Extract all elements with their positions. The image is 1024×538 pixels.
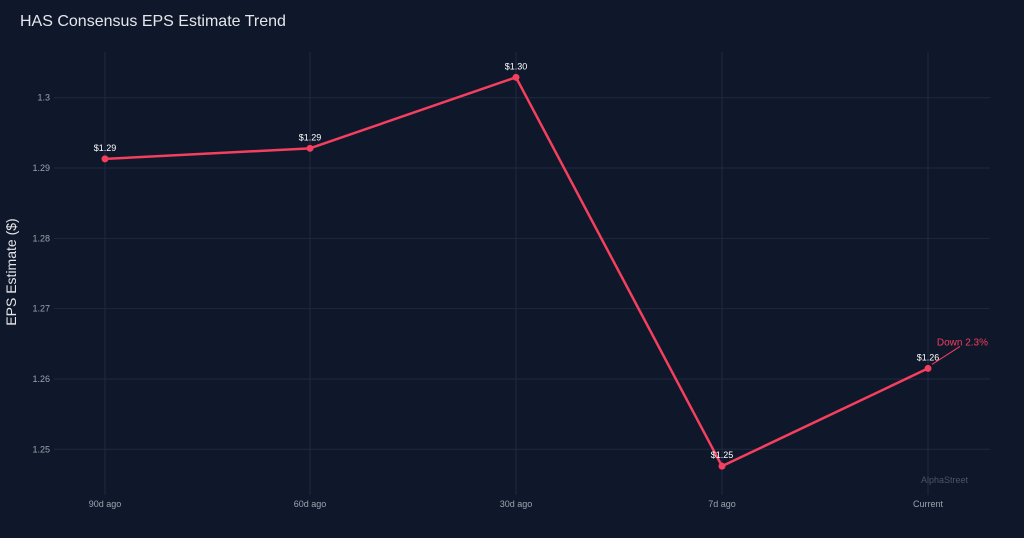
label-layer: $1.29 $1.29 $1.30 $1.25 $1.26 Down 2.3%: [94, 61, 988, 460]
x-tick-label: 7d ago: [708, 499, 736, 509]
data-label: $1.29: [299, 132, 322, 142]
data-point: [101, 155, 109, 163]
chart-title: HAS Consensus EPS Estimate Trend: [20, 13, 286, 30]
data-label: $1.26: [917, 352, 940, 362]
data-point: [924, 364, 932, 372]
series-layer: [101, 73, 932, 470]
y-tick-label: 1.26: [32, 374, 50, 384]
data-label: $1.25: [711, 450, 734, 460]
watermark: AlphaStreet: [921, 475, 969, 485]
y-tick-label: 1.25: [32, 444, 50, 454]
y-axis-title: EPS Estimate ($): [3, 218, 19, 325]
data-point: [306, 144, 314, 152]
annotation-arrow: [931, 346, 961, 365]
data-label: $1.30: [505, 61, 528, 71]
annotation-text: Down 2.3%: [937, 337, 988, 348]
y-tick-label: 1.29: [32, 163, 50, 173]
y-tick-label: 1.27: [32, 304, 50, 314]
x-tick-label: 60d ago: [294, 499, 327, 509]
axis-layer: 1.25 1.26 1.27 1.28 1.29 1.3 90d ago 60d ago 30d…: [32, 93, 943, 509]
data-point: [718, 462, 726, 470]
data-point: [512, 73, 520, 81]
y-tick-label: 1.28: [32, 233, 50, 243]
x-tick-label: Current: [913, 499, 944, 509]
y-tick-label: 1.3: [37, 93, 50, 103]
x-tick-label: 90d ago: [89, 499, 122, 509]
data-label: $1.29: [94, 143, 117, 153]
grid-layer: [54, 52, 990, 495]
x-tick-label: 30d ago: [500, 499, 533, 509]
